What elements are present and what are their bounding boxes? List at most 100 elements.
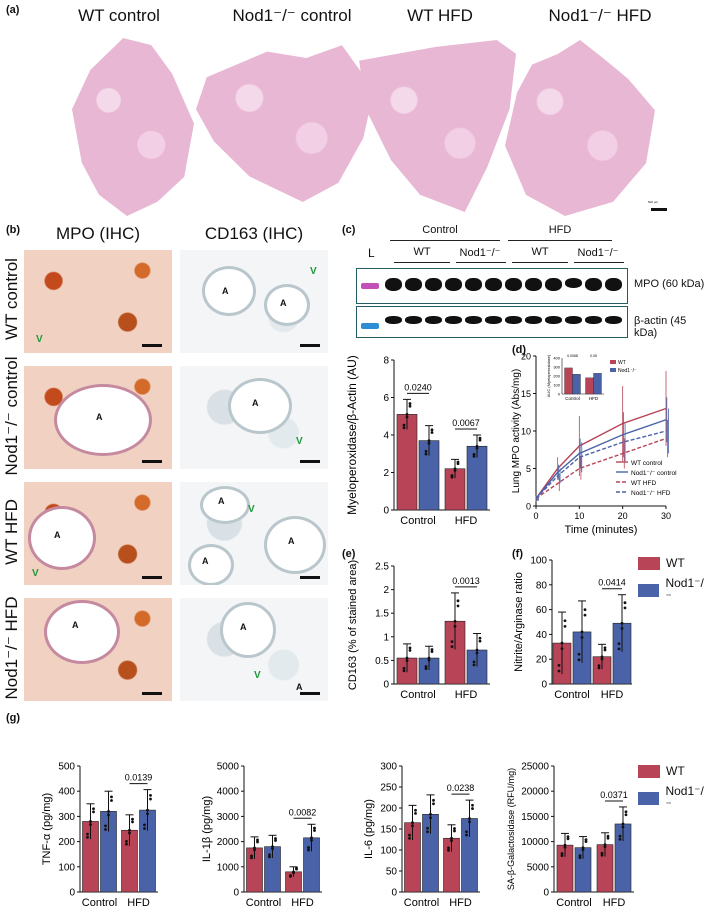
lumen-marker: A (222, 286, 229, 296)
ihc-mpo-wt-hfd: A V (24, 482, 172, 585)
data-point (600, 853, 604, 857)
scale-bar (300, 692, 320, 695)
y-tick-label: 10000 (521, 837, 549, 848)
data-point (581, 846, 585, 850)
data-point (426, 830, 429, 834)
data-point (450, 836, 453, 840)
ihc-mpo-nod1-hfd: A (24, 598, 172, 701)
blot-band-actin (425, 316, 442, 324)
data-point (427, 658, 431, 662)
data-point (110, 799, 113, 802)
x-tick-label: HFD (127, 897, 150, 909)
data-point (405, 412, 409, 416)
x-tick-label: 10 (574, 511, 584, 521)
lung-section-nod1-control (196, 45, 374, 202)
vessel-marker: V (248, 504, 255, 515)
blot-actin (356, 306, 628, 338)
blot-ladder-label: L (368, 246, 375, 260)
data-point (560, 854, 564, 858)
data-point (577, 652, 581, 656)
x-tick-label: Control (554, 689, 589, 701)
data-point (149, 797, 152, 801)
data-point (92, 807, 95, 811)
y-tick-label: 5000 (217, 762, 240, 773)
data-point (432, 802, 435, 806)
data-point (577, 658, 581, 662)
blot-label-actin: β-actin (45 kDa) (634, 315, 687, 339)
y-axis-label: SA-β-Galactosidase (RFU/mg) (506, 768, 516, 890)
x-tick-label: Control (400, 515, 435, 527)
y-tick-label: 20 (536, 655, 548, 666)
data-point (430, 431, 434, 434)
data-point (310, 838, 313, 842)
legend-swatch-nod1 (638, 583, 660, 597)
data-point (468, 817, 471, 820)
y-tick-label: 0 (541, 680, 547, 691)
data-point (603, 648, 607, 652)
legend-swatch-wt (638, 764, 660, 778)
inset-y-axis-label: AUC (Myeloperoxidase) (546, 354, 551, 397)
panel-label-b: (b) (6, 224, 21, 236)
data-point (603, 845, 607, 849)
data-point (600, 657, 604, 661)
p-value-label: 0.0082 (289, 807, 317, 817)
data-point (581, 848, 585, 852)
panel-label-c: (c) (342, 224, 356, 236)
y-tick-label: 0 (391, 888, 397, 899)
y-tick-label: 10 (521, 427, 531, 437)
data-point (566, 835, 570, 839)
inset-y-tick-label: 300 (553, 365, 560, 370)
y-tick-label: 3000 (217, 812, 240, 823)
x-tick-label: Control (556, 897, 591, 909)
data-point (430, 650, 434, 654)
y-tick-label: 40 (536, 630, 548, 641)
data-point (471, 807, 474, 810)
x-tick-label: Control (82, 897, 117, 909)
y-tick-label: 4000 (217, 787, 240, 798)
vessel-marker: V (310, 266, 317, 277)
data-point (478, 639, 482, 643)
data-point (107, 809, 110, 813)
data-point (271, 845, 274, 849)
inset-legend-label: WT (618, 360, 626, 366)
data-point (566, 837, 570, 841)
panel-label-a: (a) (6, 4, 20, 16)
scale-bar (142, 692, 162, 695)
data-point (131, 817, 134, 821)
data-point (402, 669, 406, 673)
inset-bar (593, 373, 602, 395)
y-tick-label: 20000 (521, 787, 549, 798)
data-point (478, 436, 482, 440)
data-point (292, 870, 295, 874)
inset-bar (572, 374, 581, 395)
x-tick-label: 30 (661, 511, 671, 521)
data-point (584, 840, 588, 844)
x-tick-label: Control (404, 897, 439, 909)
data-point (411, 821, 414, 825)
x-tick-label: HFD (603, 897, 626, 909)
vessel-marker: V (296, 436, 303, 447)
panel-b-row-nod1-control: Nod1⁻/⁻ control (2, 356, 21, 476)
inset-x-tick-label: HFD (589, 396, 599, 401)
y-tick-label: 100 (530, 556, 547, 567)
x-tick-label: 20 (618, 511, 628, 521)
legend-swatch-nod1 (638, 791, 660, 805)
panel-a-title-nod1-hfd: Nod1⁻/⁻ HFD (548, 6, 652, 25)
ihc-cd163-wt-hfd: A A A V (180, 482, 328, 585)
data-point (472, 452, 476, 456)
data-point (580, 636, 584, 639)
blot-label-mpo: MPO (60 kDa) (634, 278, 705, 290)
y-tick-label: 0 (383, 680, 389, 691)
ihc-cd163-nod1-control: A V (180, 366, 328, 469)
y-axis-label: IL-6 (pg/mg) (363, 799, 375, 859)
data-point (617, 642, 621, 646)
blot-band-mpo (425, 278, 442, 291)
data-point (131, 820, 134, 824)
y-tick-label: 500 (58, 762, 75, 773)
data-point (456, 599, 460, 603)
y-tick-label: 4 (383, 431, 389, 442)
y-tick-label: 80 (536, 580, 548, 591)
data-point (621, 822, 625, 826)
data-point (475, 444, 479, 448)
data-point (149, 793, 152, 797)
